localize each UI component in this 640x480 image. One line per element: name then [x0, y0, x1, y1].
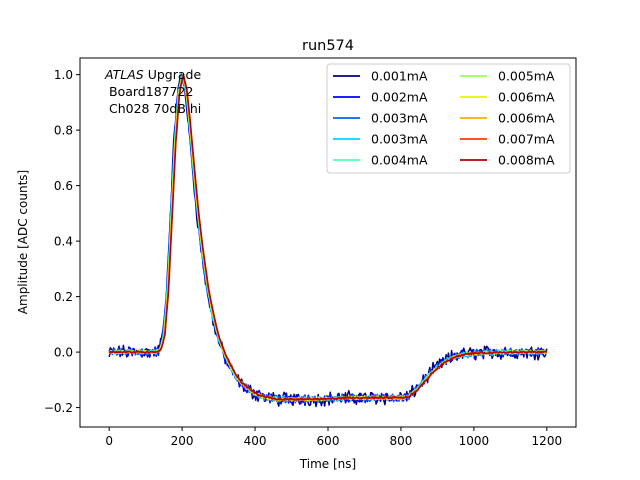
plot-lines [108, 72, 548, 408]
x-tick-label: 1000 [459, 434, 490, 448]
x-axis-ticks: 0 200 400 600 800 1000 1200 [105, 427, 562, 448]
annotation-line1: ATLAS Upgrade [104, 67, 201, 82]
y-axis-ticks: −0.2 0.0 0.2 0.4 0.6 0.8 1.0 [44, 68, 80, 415]
x-axis-label: Time [ns] [299, 457, 356, 471]
x-tick-label: 0 [105, 434, 113, 448]
y-tick-label: 0.2 [54, 290, 73, 304]
legend-label: 0.003mA [371, 111, 428, 126]
annotation-line3: Ch028 70dB hi [109, 101, 201, 116]
y-tick-label: −0.2 [44, 401, 73, 415]
x-tick-label: 800 [389, 434, 412, 448]
y-axis-label: Amplitude [ADC counts] [16, 170, 30, 314]
annotation-atlas: ATLAS [104, 67, 144, 82]
chart-title: run574 [302, 38, 354, 54]
legend-label: 0.003mA [371, 132, 428, 147]
annotation-line2: Board187722 [109, 84, 193, 99]
y-tick-label: 0.8 [54, 124, 73, 138]
legend-label: 0.008mA [498, 153, 555, 168]
legend-label: 0.007mA [498, 132, 555, 147]
y-tick-label: 0.4 [54, 235, 73, 249]
annotation: ATLAS Upgrade Board187722 Ch028 70dB hi [104, 67, 201, 116]
x-tick-label: 600 [317, 434, 340, 448]
y-tick-label: 0.6 [54, 179, 73, 193]
legend-label: 0.002mA [371, 90, 428, 105]
legend-label: 0.001mA [371, 69, 428, 84]
legend-label: 0.004mA [371, 153, 428, 168]
y-tick-label: 0.0 [54, 346, 73, 360]
x-tick-label: 400 [244, 434, 267, 448]
annotation-upgrade: Upgrade [144, 67, 202, 82]
legend-label: 0.006mA [498, 90, 555, 105]
legend-box [326, 63, 571, 174]
series-line-10 [108, 74, 548, 401]
legend: 0.001mA 0.002mA 0.003mA 0.003mA 0.004mA 0.005… [326, 63, 571, 174]
legend-label: 0.005mA [498, 69, 555, 84]
legend-label: 0.006mA [498, 111, 555, 126]
x-tick-label: 1200 [532, 434, 563, 448]
y-tick-label: 1.0 [54, 68, 73, 82]
x-tick-label: 200 [171, 434, 194, 448]
